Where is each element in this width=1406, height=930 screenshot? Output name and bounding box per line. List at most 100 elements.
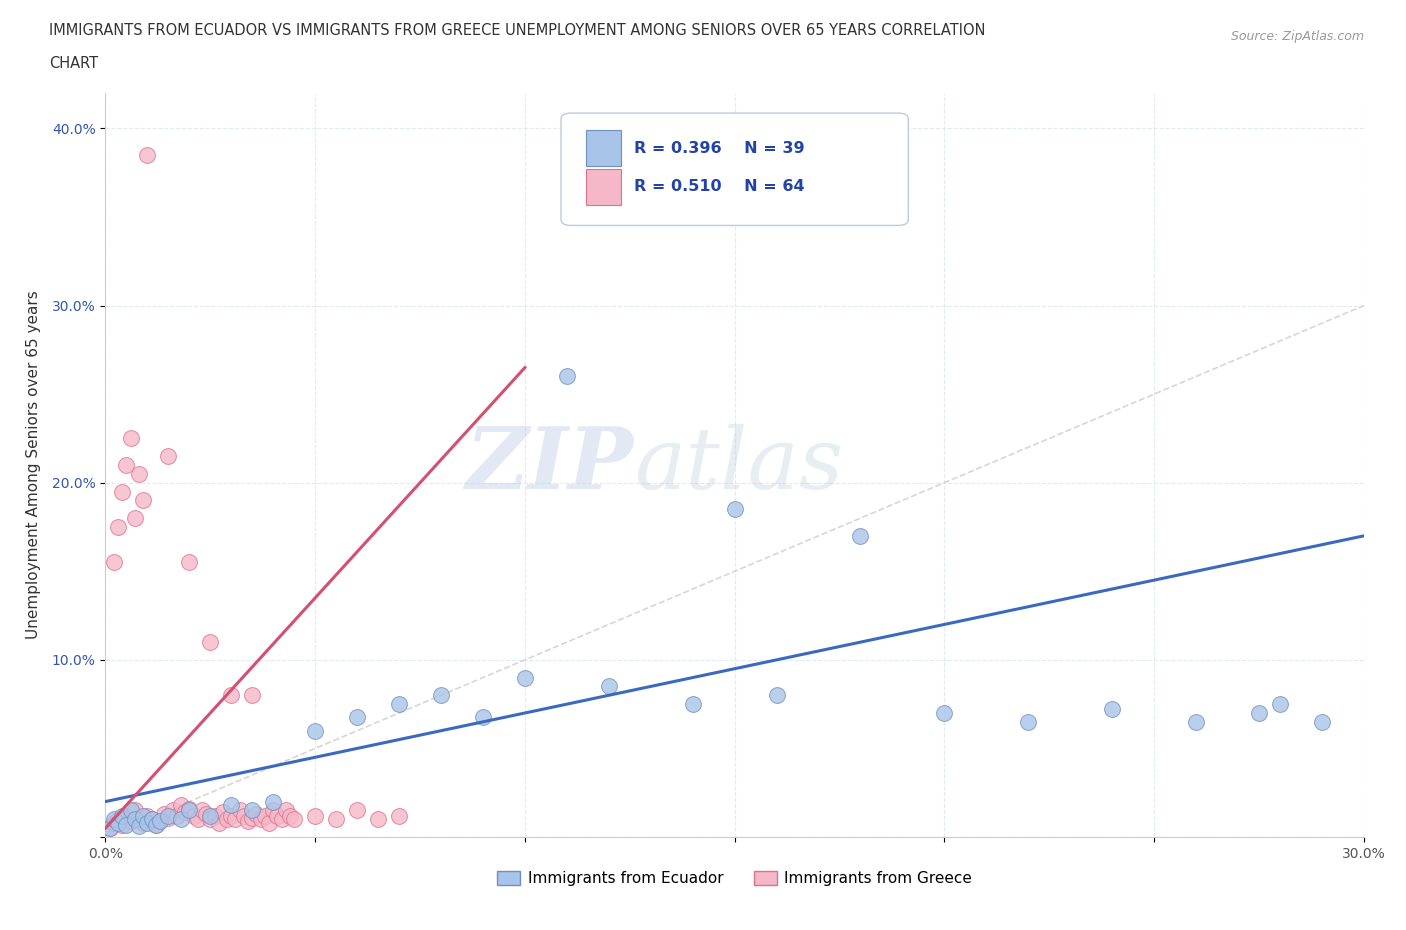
Point <box>388 697 411 711</box>
Point <box>183 808 205 823</box>
Point <box>157 810 180 825</box>
Point <box>179 803 201 817</box>
Point <box>240 810 263 825</box>
Point <box>179 802 201 817</box>
Point <box>136 148 159 163</box>
Point <box>179 555 201 570</box>
Point <box>228 803 250 817</box>
Point <box>346 803 368 817</box>
Point <box>240 688 263 703</box>
Point <box>115 808 138 823</box>
Point <box>107 520 129 535</box>
Text: atlas: atlas <box>634 424 844 506</box>
Point <box>346 709 368 724</box>
Point <box>278 808 301 823</box>
Point <box>219 688 242 703</box>
Point <box>124 803 146 817</box>
Point <box>266 808 288 823</box>
Point <box>262 803 284 817</box>
Point <box>107 812 129 827</box>
Point <box>103 812 125 827</box>
Point <box>1310 714 1333 729</box>
Point <box>153 806 176 821</box>
Point <box>236 814 259 829</box>
Point <box>162 803 184 817</box>
Point <box>103 555 125 570</box>
Point <box>304 808 326 823</box>
Point <box>240 803 263 817</box>
Point <box>141 812 163 827</box>
Point <box>555 369 578 384</box>
Point <box>219 808 242 823</box>
Text: R = 0.396    N = 39: R = 0.396 N = 39 <box>634 140 804 155</box>
Point <box>257 816 280 830</box>
Point <box>200 812 222 827</box>
Point <box>149 814 172 829</box>
Point <box>253 808 276 823</box>
Point <box>200 808 222 823</box>
Y-axis label: Unemployment Among Seniors over 65 years: Unemployment Among Seniors over 65 years <box>25 291 41 640</box>
Point <box>224 812 246 827</box>
FancyBboxPatch shape <box>561 113 908 225</box>
Point <box>98 820 121 835</box>
Point <box>111 485 134 499</box>
Point <box>217 812 239 827</box>
Text: R = 0.510    N = 64: R = 0.510 N = 64 <box>634 179 804 194</box>
Point <box>1017 714 1039 729</box>
Point <box>471 709 495 724</box>
Point <box>174 804 197 819</box>
Point <box>103 816 125 830</box>
Point <box>723 502 745 517</box>
Point <box>157 808 180 823</box>
Text: CHART: CHART <box>49 56 98 71</box>
Legend: Immigrants from Ecuador, Immigrants from Greece: Immigrants from Ecuador, Immigrants from… <box>491 865 979 893</box>
Point <box>200 634 222 649</box>
Point <box>111 817 134 832</box>
Point <box>934 706 956 721</box>
Point <box>1101 702 1123 717</box>
Point <box>325 812 347 827</box>
Point <box>274 803 297 817</box>
Point <box>132 493 155 508</box>
Point <box>1185 714 1208 729</box>
Point <box>170 812 193 827</box>
Point <box>212 804 235 819</box>
Point <box>270 812 292 827</box>
Point <box>128 467 150 482</box>
Point <box>1268 697 1291 711</box>
Point <box>115 458 138 472</box>
Point <box>145 817 167 832</box>
Point <box>262 794 284 809</box>
Point <box>145 817 167 832</box>
Point <box>124 511 146 525</box>
Point <box>682 697 704 711</box>
Point <box>107 816 129 830</box>
Point <box>232 808 254 823</box>
Text: IMMIGRANTS FROM ECUADOR VS IMMIGRANTS FROM GREECE UNEMPLOYMENT AMONG SENIORS OVE: IMMIGRANTS FROM ECUADOR VS IMMIGRANTS FR… <box>49 23 986 38</box>
Point <box>128 812 150 827</box>
Point <box>1247 706 1270 721</box>
Point <box>187 812 209 827</box>
Point <box>849 528 872 543</box>
Point <box>132 808 155 823</box>
Point <box>120 803 142 817</box>
Point <box>765 688 787 703</box>
Point <box>111 808 134 823</box>
Point <box>170 798 193 813</box>
Text: Source: ZipAtlas.com: Source: ZipAtlas.com <box>1230 30 1364 43</box>
Point <box>249 812 271 827</box>
Text: ZIP: ZIP <box>467 423 634 507</box>
Point <box>367 812 389 827</box>
Point <box>204 808 226 823</box>
Point <box>283 812 305 827</box>
Point <box>166 808 188 823</box>
Point <box>128 819 150 834</box>
Point <box>245 806 267 821</box>
Point <box>513 671 536 685</box>
Point <box>304 724 326 738</box>
Point <box>115 817 138 832</box>
Point <box>149 814 172 829</box>
Point <box>120 814 142 829</box>
Point <box>141 812 163 827</box>
Point <box>132 816 155 830</box>
